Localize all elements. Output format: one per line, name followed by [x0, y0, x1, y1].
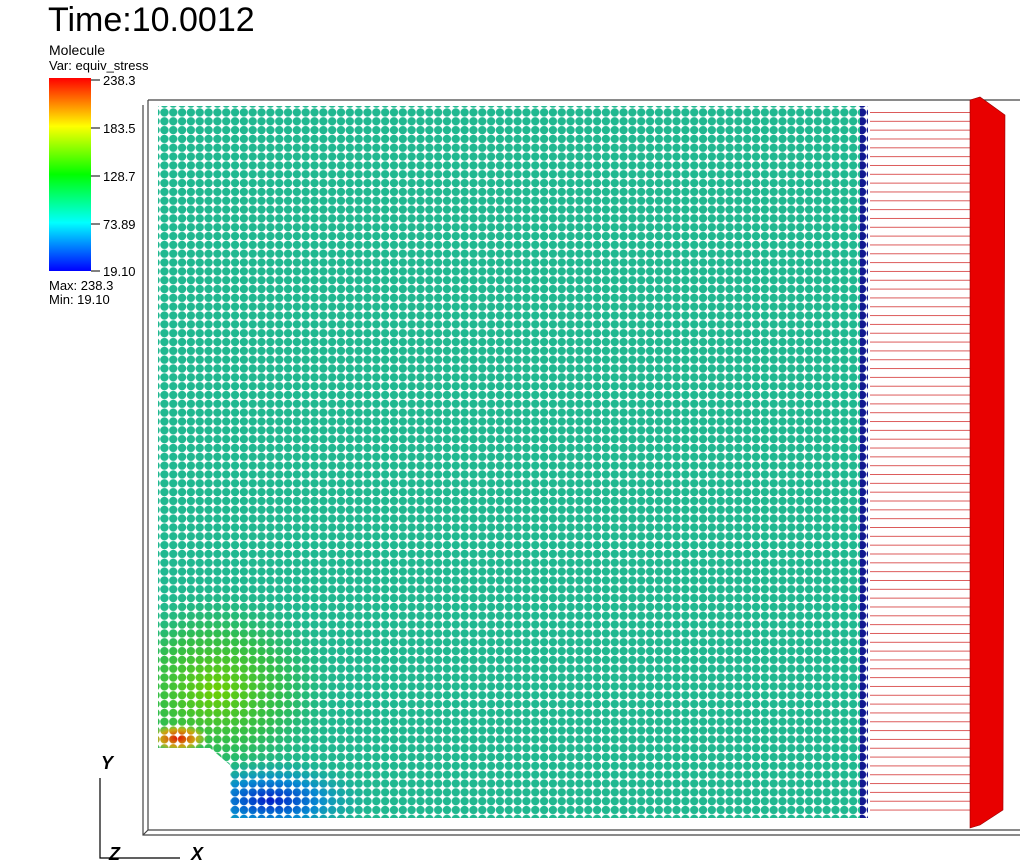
axis-triad [99, 778, 180, 859]
legend-min: Min: 19.10 [49, 292, 110, 307]
time-title: Time:10.0012 [48, 1, 255, 39]
legend-max: Max: 238.3 [49, 278, 113, 293]
particle-field [85, 106, 870, 845]
notch [158, 748, 230, 818]
load-plate [969, 96, 1006, 829]
axis-label-x: X [190, 844, 204, 863]
tick-label: 238.3 [103, 73, 136, 88]
load-arrows [870, 112, 972, 814]
color-bar [49, 78, 91, 271]
legend-plot: Molecule [49, 42, 105, 58]
legend-ticks: 238.3 183.5 128.7 73.89 19.10 [91, 73, 136, 279]
tick-label: 73.89 [103, 217, 136, 232]
axis-label-z: Z [108, 844, 121, 863]
tick-label: 128.7 [103, 169, 136, 184]
tick-label: 183.5 [103, 121, 136, 136]
legend-variable: Var: equiv_stress [49, 58, 149, 73]
axis-label-y: Y [101, 753, 115, 773]
bounding-box [142, 99, 1020, 836]
tick-label: 19.10 [103, 264, 136, 279]
